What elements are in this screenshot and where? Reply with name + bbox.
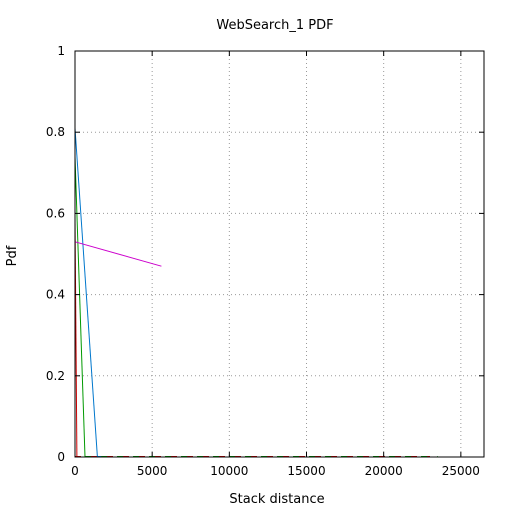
x-axis-label: Stack distance [229,492,324,507]
y-tick-label: 0.4 [46,288,65,302]
y-tick-label: 0 [57,450,65,464]
grid [75,51,484,457]
y-tick-label: 0.6 [46,206,65,220]
ticks: 0 0.2 0.4 0.6 0.8 1 0 5000 10000 15000 20000 25000 [46,44,484,478]
y-tick-label: 0.2 [46,369,65,383]
chart-title: WebSearch_1 PDF [216,18,333,33]
x-tick-label: 15000 [287,464,325,478]
y-tick-label: 0.8 [46,125,65,139]
x-tick-label: 20000 [365,464,403,478]
series-line-2 [74,156,86,458]
x-tick-label: 0 [71,464,79,478]
series-line-4 [74,241,162,267]
series-line-3 [74,128,98,458]
y-tick-label: 1 [57,44,65,58]
plot-frame [74,50,485,458]
x-tick-label: 25000 [442,464,480,478]
y-axis-label: Pdf [5,245,20,266]
x-tick-label: 10000 [210,464,248,478]
x-tick-label: 5000 [137,464,168,478]
